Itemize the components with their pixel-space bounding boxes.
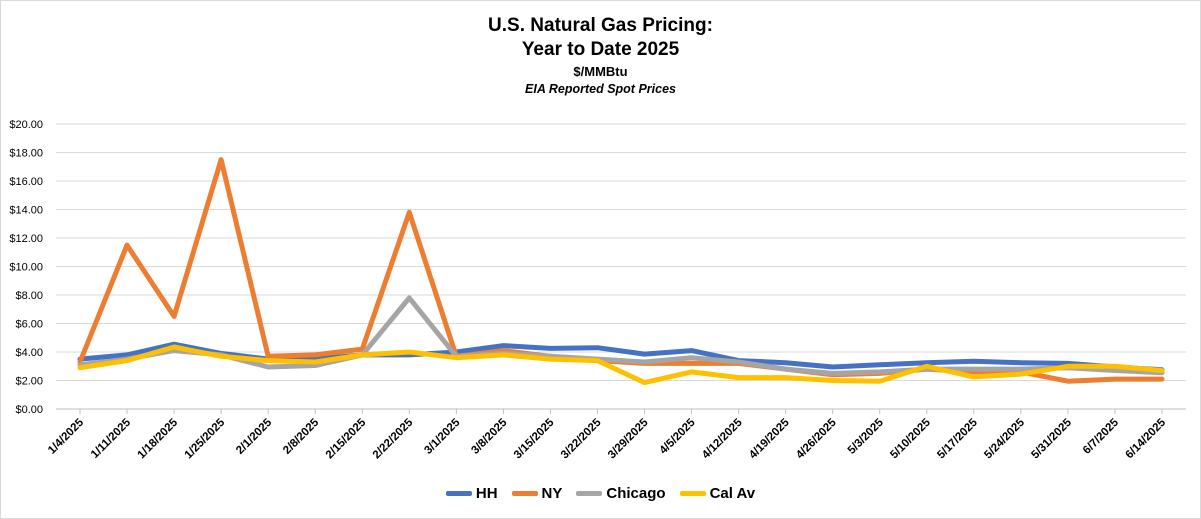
x-tick-label: 5/10/2025 [888,416,933,461]
x-tick-label: 6/7/2025 [1081,416,1122,457]
x-tick-label: 4/19/2025 [747,416,792,461]
x-tick-label: 1/4/2025 [46,416,87,457]
x-tick-label: 3/1/2025 [422,416,463,457]
legend-item: Cal Av [679,485,756,502]
series-line-cal-av [77,344,1165,386]
legend-swatch [679,491,706,496]
x-tick-label: 5/24/2025 [982,416,1027,461]
y-tick-label: $4.00 [15,347,43,359]
y-tick-label: $10.00 [9,262,43,274]
x-tick-label: 1/25/2025 [183,416,228,461]
chart-title-line2: Year to Date 2025 [521,39,680,60]
chart-title: U.S. Natural Gas Pricing: [488,15,713,36]
legend-item: NY [511,485,563,502]
x-tick-label: 2/22/2025 [371,416,416,461]
y-tick-label: $8.00 [15,290,43,302]
x-tick-label: 5/17/2025 [935,416,980,461]
y-axis: $0.00 $2.00 $4.00 $6.00 $8.00 $10.00 $12.00 $14… [9,119,43,416]
gridlines [56,123,1186,410]
y-tick-label: $16.00 [9,176,43,188]
legend-label: NY [541,485,563,502]
x-tick-label: 3/8/2025 [469,416,510,457]
chart-subtitle: $/MMBtu [573,64,628,79]
x-tick-label: 2/15/2025 [324,416,369,461]
y-tick-label: $6.00 [15,319,43,331]
chart-subtitle-italic: EIA Reported Spot Prices [525,82,676,96]
legend-label: HH [475,485,498,502]
legend-swatch [511,491,538,496]
y-tick-label: $20.00 [9,119,43,131]
x-tick-label: 1/18/2025 [136,416,181,461]
chart-legend: HH NY Chicago Cal Av [1,485,1200,502]
chart-titles: U.S. Natural Gas Pricing: Year to Date 2… [1,13,1200,97]
y-tick-label: $12.00 [9,233,43,245]
x-tick-label: 6/14/2025 [1123,416,1168,461]
x-tick-label: 1/11/2025 [89,416,134,461]
series-line-chicago [77,295,1165,376]
x-tick-label: 4/12/2025 [700,416,745,461]
x-tick-label: 5/31/2025 [1029,416,1074,461]
legend-swatch [445,491,472,496]
y-tick-label: $18.00 [9,148,43,160]
x-tick-label: 4/26/2025 [794,416,839,461]
legend-swatch [576,491,603,496]
series-lines [77,157,1165,386]
x-tick-label: 2/8/2025 [281,416,322,457]
legend-item: HH [445,485,498,502]
x-tick-label: 3/29/2025 [606,416,651,461]
x-tick-label: 2/1/2025 [234,416,275,457]
x-tick-label: 3/15/2025 [512,416,557,461]
x-tick-label: 3/22/2025 [559,416,604,461]
x-tick-label: 5/3/2025 [846,416,887,457]
y-tick-label: $14.00 [9,205,43,217]
x-tick-label: 4/5/2025 [658,416,699,457]
y-tick-label: $0.00 [15,404,43,416]
legend-label: Chicago [606,485,666,502]
legend-item: Chicago [576,485,666,502]
legend-label: Cal Av [709,485,756,502]
series-line-ny [77,157,1165,384]
x-axis: 1/4/2025 1/11/2025 1/18/2025 1/25/2025 2/1/2… [46,408,1186,461]
y-tick-label: $2.00 [15,376,43,388]
